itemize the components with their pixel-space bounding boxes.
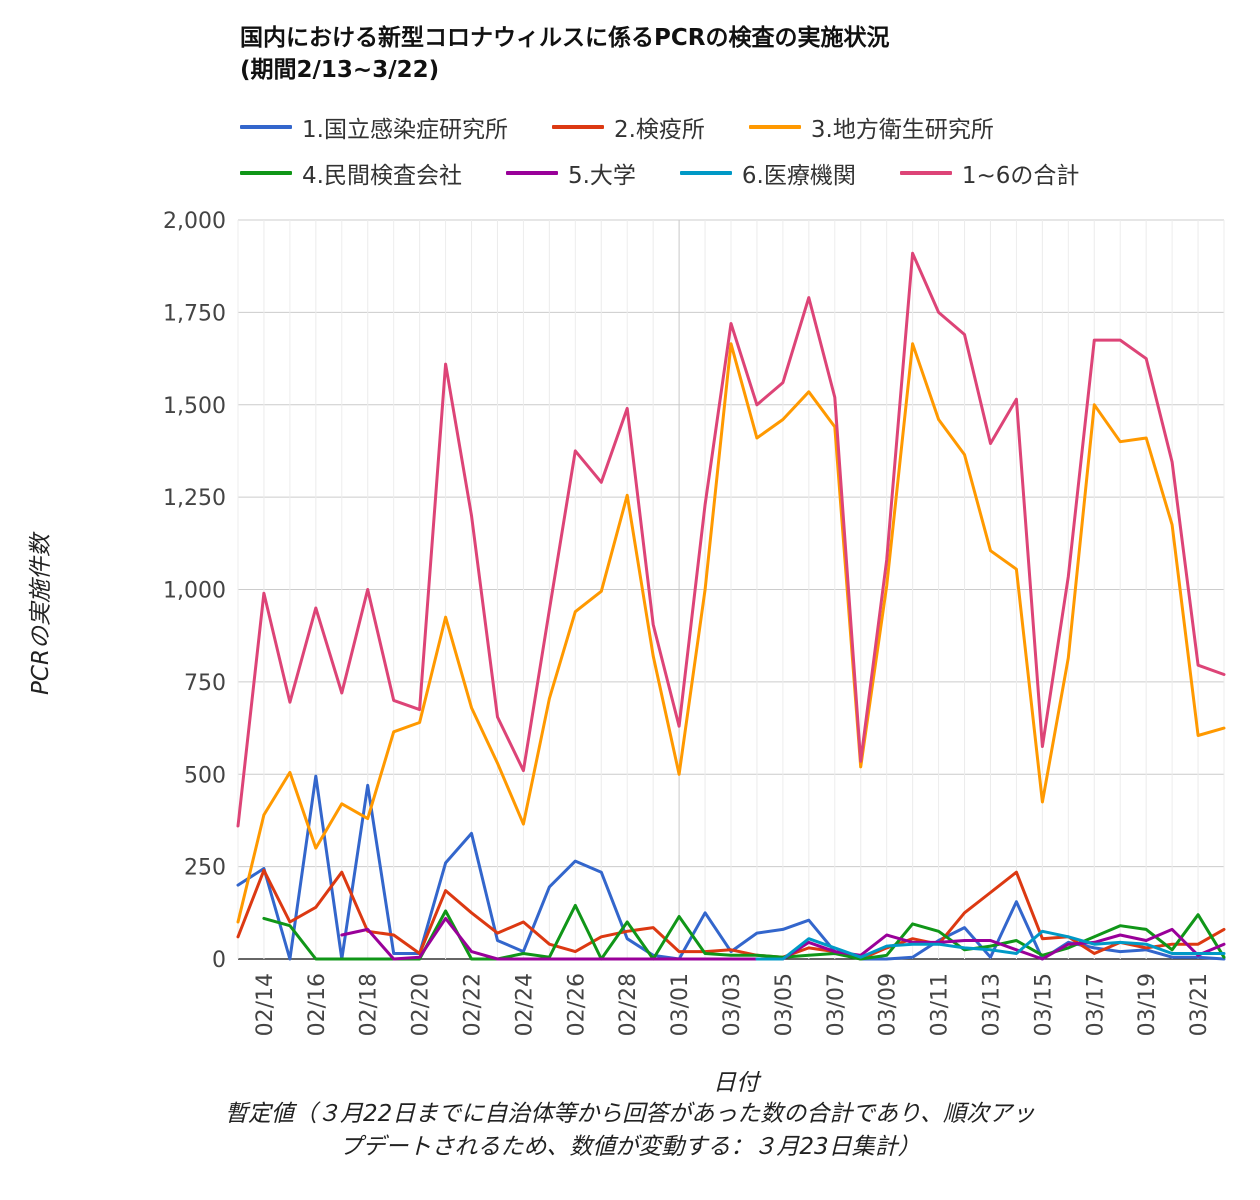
- legend-label: 5.大学: [567, 163, 636, 189]
- x-tick-label: 03/13: [979, 973, 1004, 1036]
- legend-item-2[interactable]: 2.検疫所: [551, 110, 705, 144]
- footnote-line-1: 暫定値（３月22日までに自治体等から回答があった数の合計であり、順次アッ: [224, 1101, 1036, 1127]
- y-axis-title: PCRの実施件数: [28, 531, 54, 695]
- y-tick-label: 250: [184, 856, 226, 881]
- legend-item-3[interactable]: 3.地方衛生研究所: [748, 110, 994, 144]
- chart-title: 国内における新型コロナウィルスに係るPCRの検査の実施状況: [240, 25, 890, 51]
- y-tick-label: 2,000: [163, 209, 226, 234]
- x-tick-label: 03/05: [772, 973, 797, 1036]
- x-tick-label: 03/17: [1083, 973, 1108, 1036]
- x-tick-label: 03/11: [928, 973, 953, 1036]
- legend-label: 1~6の合計: [961, 163, 1080, 189]
- y-tick-label: 1,250: [163, 486, 226, 511]
- x-tick-label: 03/03: [720, 973, 745, 1036]
- y-tick-label: 500: [184, 763, 226, 788]
- x-tick-label: 02/26: [564, 973, 589, 1036]
- x-tick-label: 03/15: [1031, 973, 1056, 1036]
- legend-item-6[interactable]: 6.医療機関: [679, 156, 856, 190]
- x-tick-label: 03/19: [1135, 973, 1160, 1036]
- footnote-line-2: プデートされるため、数値が変動する：３月23日集計）: [339, 1134, 921, 1160]
- legend: 1.国立感染症研究所 2.検疫所 3.地方衛生研究所 4.民間検査会社 5.大学…: [240, 104, 1240, 196]
- y-tick-label: 1,500: [163, 394, 226, 419]
- legend-row-2: 4.民間検査会社 5.大学 6.医療機関 1~6の合計: [240, 150, 1240, 196]
- series-line-7: [236, 251, 1226, 828]
- legend-label: 1.国立感染症研究所: [302, 117, 508, 143]
- x-tick-label: 03/09: [876, 973, 901, 1036]
- series-line-4: [262, 903, 1226, 961]
- legend-swatch: [748, 125, 801, 129]
- x-tick-label: 02/14: [253, 973, 278, 1036]
- chart-subtitle: (期間2/13~3/22): [240, 57, 440, 83]
- x-tick-label: 03/01: [668, 973, 693, 1036]
- x-tick-label: 02/22: [461, 973, 486, 1036]
- legend-swatch: [240, 171, 292, 175]
- footnote: 暫定値（３月22日までに自治体等から回答があった数の合計であり、順次アッ プデー…: [0, 1098, 1260, 1164]
- legend-swatch: [551, 125, 604, 129]
- legend-label: 4.民間検査会社: [302, 163, 462, 189]
- x-tick-label: 02/28: [616, 973, 641, 1036]
- legend-item-4[interactable]: 4.民間検査会社: [240, 156, 462, 190]
- y-tick-label: 0: [212, 948, 226, 973]
- x-tick-label: 02/20: [409, 973, 434, 1036]
- legend-swatch: [240, 125, 292, 129]
- x-tick-label: 02/24: [512, 973, 537, 1036]
- x-tick-label: 02/16: [305, 973, 330, 1036]
- legend-item-7[interactable]: 1~6の合計: [899, 156, 1080, 190]
- series-line-6: [755, 929, 1226, 961]
- legend-swatch: [505, 171, 558, 175]
- legend-item-1[interactable]: 1.国立感染症研究所: [240, 110, 508, 144]
- y-tick-label: 1,750: [163, 301, 226, 326]
- legend-label: 6.医療機関: [741, 163, 856, 189]
- legend-swatch: [679, 171, 732, 175]
- y-tick-label: 750: [184, 671, 226, 696]
- legend-swatch: [899, 171, 952, 175]
- x-tick-label: 03/21: [1187, 973, 1212, 1036]
- series-line-2: [236, 868, 1226, 961]
- series-line-3: [236, 342, 1226, 924]
- x-tick-label: 02/18: [357, 973, 382, 1036]
- legend-row-1: 1.国立感染症研究所 2.検疫所 3.地方衛生研究所: [240, 104, 1240, 150]
- x-axis-title: 日付: [713, 1070, 762, 1096]
- legend-item-5[interactable]: 5.大学: [505, 156, 636, 190]
- legend-label: 3.地方衛生研究所: [810, 117, 994, 143]
- x-tick-label: 03/07: [824, 973, 849, 1036]
- chart-title-block: 国内における新型コロナウィルスに係るPCRの検査の実施状況 (期間2/13~3/…: [240, 22, 889, 86]
- y-tick-label: 1,000: [163, 579, 226, 604]
- legend-label: 2.検疫所: [613, 117, 705, 143]
